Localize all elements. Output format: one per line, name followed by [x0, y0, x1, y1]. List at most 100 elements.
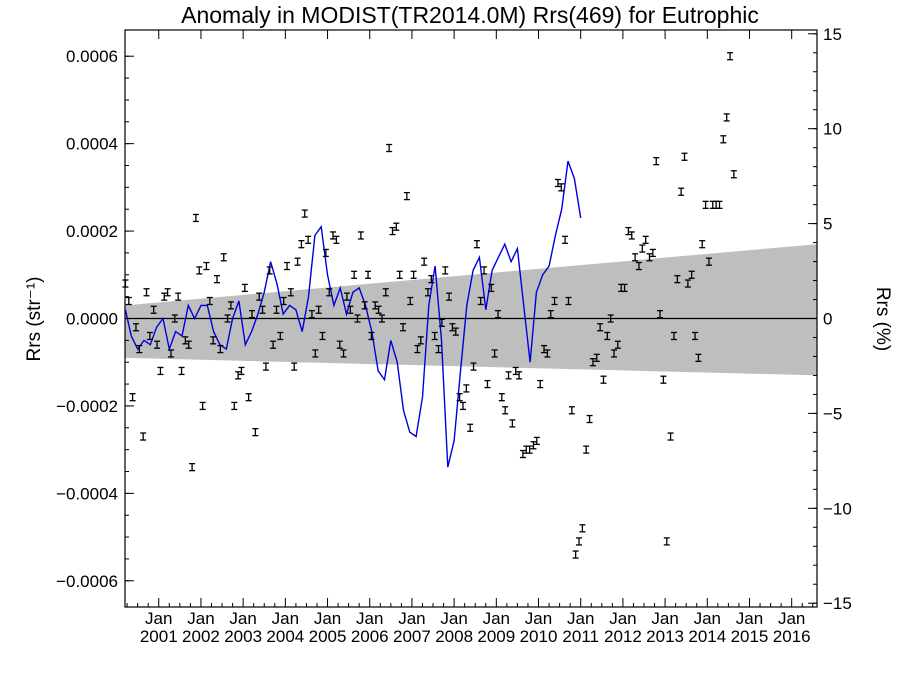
errorbar-point — [347, 305, 354, 314]
errorbar-point — [702, 200, 709, 209]
errorbar-point — [681, 152, 688, 161]
errorbar-point — [720, 135, 727, 144]
errorbar-point — [354, 314, 361, 323]
errorbar-point — [565, 296, 572, 306]
errorbar-point — [674, 275, 681, 284]
errorbar-point — [326, 288, 333, 297]
errorbar-point — [519, 449, 526, 459]
x-tick-label-year: 2004 — [266, 627, 304, 646]
errorbar-point — [699, 240, 706, 249]
errorbar-point — [572, 550, 579, 559]
errorbar-point — [171, 314, 178, 323]
errorbar-point — [150, 305, 157, 314]
errorbar-point — [607, 314, 614, 323]
y-left-tick-label: 0.0006 — [66, 47, 118, 66]
x-tick-label-year: 2013 — [646, 627, 684, 646]
x-tick-label-year: 2016 — [773, 627, 811, 646]
errorbar-point — [146, 331, 153, 341]
errorbar-point — [547, 309, 554, 319]
errorbar-point — [185, 340, 192, 349]
x-tick-label-year: 2003 — [224, 627, 262, 646]
smoothed-line-layer — [124, 160, 582, 468]
errorbar-point — [315, 305, 322, 314]
errorbar-point — [589, 358, 596, 367]
errorbar-point — [245, 393, 252, 402]
left-axis-label: Rrs (str⁻¹) — [24, 277, 45, 362]
errorbar-layer — [122, 52, 737, 559]
errorbar-point — [562, 235, 569, 244]
errorbar-point — [213, 275, 220, 284]
errorbar-point — [452, 327, 459, 336]
y-left-tick-label: 0.0004 — [66, 135, 118, 154]
x-tick-label-month: Jan — [651, 609, 678, 628]
errorbar-point — [530, 441, 537, 450]
errorbar-point — [231, 401, 238, 411]
errorbar-point — [164, 288, 171, 297]
errorbar-point — [657, 309, 664, 319]
y-right-tick-label: 0 — [823, 310, 832, 329]
right-y-axis-ticks: 15 10 5 0 −5 −10 −15 — [808, 25, 852, 613]
errorbar-point — [639, 244, 646, 253]
errorbar-point — [308, 309, 315, 319]
errorbar-point — [628, 231, 635, 240]
x-tick-label-month: Jan — [736, 609, 763, 628]
errorbar-point — [446, 292, 453, 301]
y-right-tick-label: 15 — [823, 25, 842, 44]
errorbar-point — [330, 231, 337, 240]
errorbar-point — [125, 296, 132, 306]
errorbar-point — [365, 270, 372, 279]
errorbar-point — [284, 261, 291, 271]
confidence-band-layer — [125, 244, 817, 376]
errorbar-point — [477, 296, 484, 306]
errorbar-point — [417, 336, 424, 345]
x-tick-label-month: Jan — [398, 609, 425, 628]
x-tick-label-year: 2002 — [182, 627, 220, 646]
errorbar-point — [361, 301, 368, 310]
errorbar-point — [431, 331, 438, 341]
errorbar-point — [372, 301, 379, 310]
errorbar-point — [554, 178, 561, 188]
errorbar-point — [470, 362, 477, 371]
errorbar-point — [667, 432, 674, 441]
errorbar-point — [593, 353, 600, 362]
x-tick-label-year: 2007 — [393, 627, 431, 646]
errorbar-point — [723, 113, 730, 122]
errorbar-point — [663, 537, 670, 546]
errorbar-point — [709, 200, 716, 209]
errorbar-point — [343, 292, 350, 301]
errorbar-point — [400, 323, 407, 332]
errorbar-point — [277, 331, 284, 341]
errorbar-point — [670, 331, 677, 341]
errorbar-point — [252, 428, 259, 437]
errorbar-point — [695, 353, 702, 362]
smoothed-anomaly-line — [124, 160, 582, 468]
errorbar-point — [632, 253, 639, 262]
errorbar-point — [463, 384, 470, 393]
errorbar-point — [488, 283, 495, 293]
errorbar-point — [727, 52, 734, 61]
confidence-band — [125, 244, 817, 376]
errorbar-point — [730, 170, 737, 179]
y-left-tick-label: 0.0000 — [66, 310, 118, 329]
errorbar-point — [467, 423, 474, 432]
errorbar-point — [688, 270, 695, 279]
errorbar-point — [403, 191, 410, 201]
errorbar-point — [270, 340, 277, 349]
errorbar-point — [136, 344, 143, 354]
errorbar-point — [435, 344, 442, 354]
errorbar-point — [386, 143, 393, 153]
errorbar-point — [132, 323, 139, 332]
left-y-axis-ticks: 0.0006 0.0004 0.0002 0.0000 −0.0002 −0.0004 −0… — [56, 47, 134, 591]
errorbar-point — [438, 318, 445, 328]
errorbar-point — [692, 331, 699, 341]
errorbar-point — [382, 288, 389, 297]
errorbar-point — [716, 200, 723, 209]
errorbar-point — [333, 235, 340, 244]
errorbar-point — [199, 401, 206, 411]
y-left-tick-label: −0.0002 — [56, 397, 118, 416]
errorbar-point — [544, 349, 551, 358]
errorbar-point — [526, 445, 533, 454]
errorbar-point — [456, 393, 463, 402]
x-tick-label-month: Jan — [525, 609, 552, 628]
errorbar-point — [540, 344, 547, 354]
